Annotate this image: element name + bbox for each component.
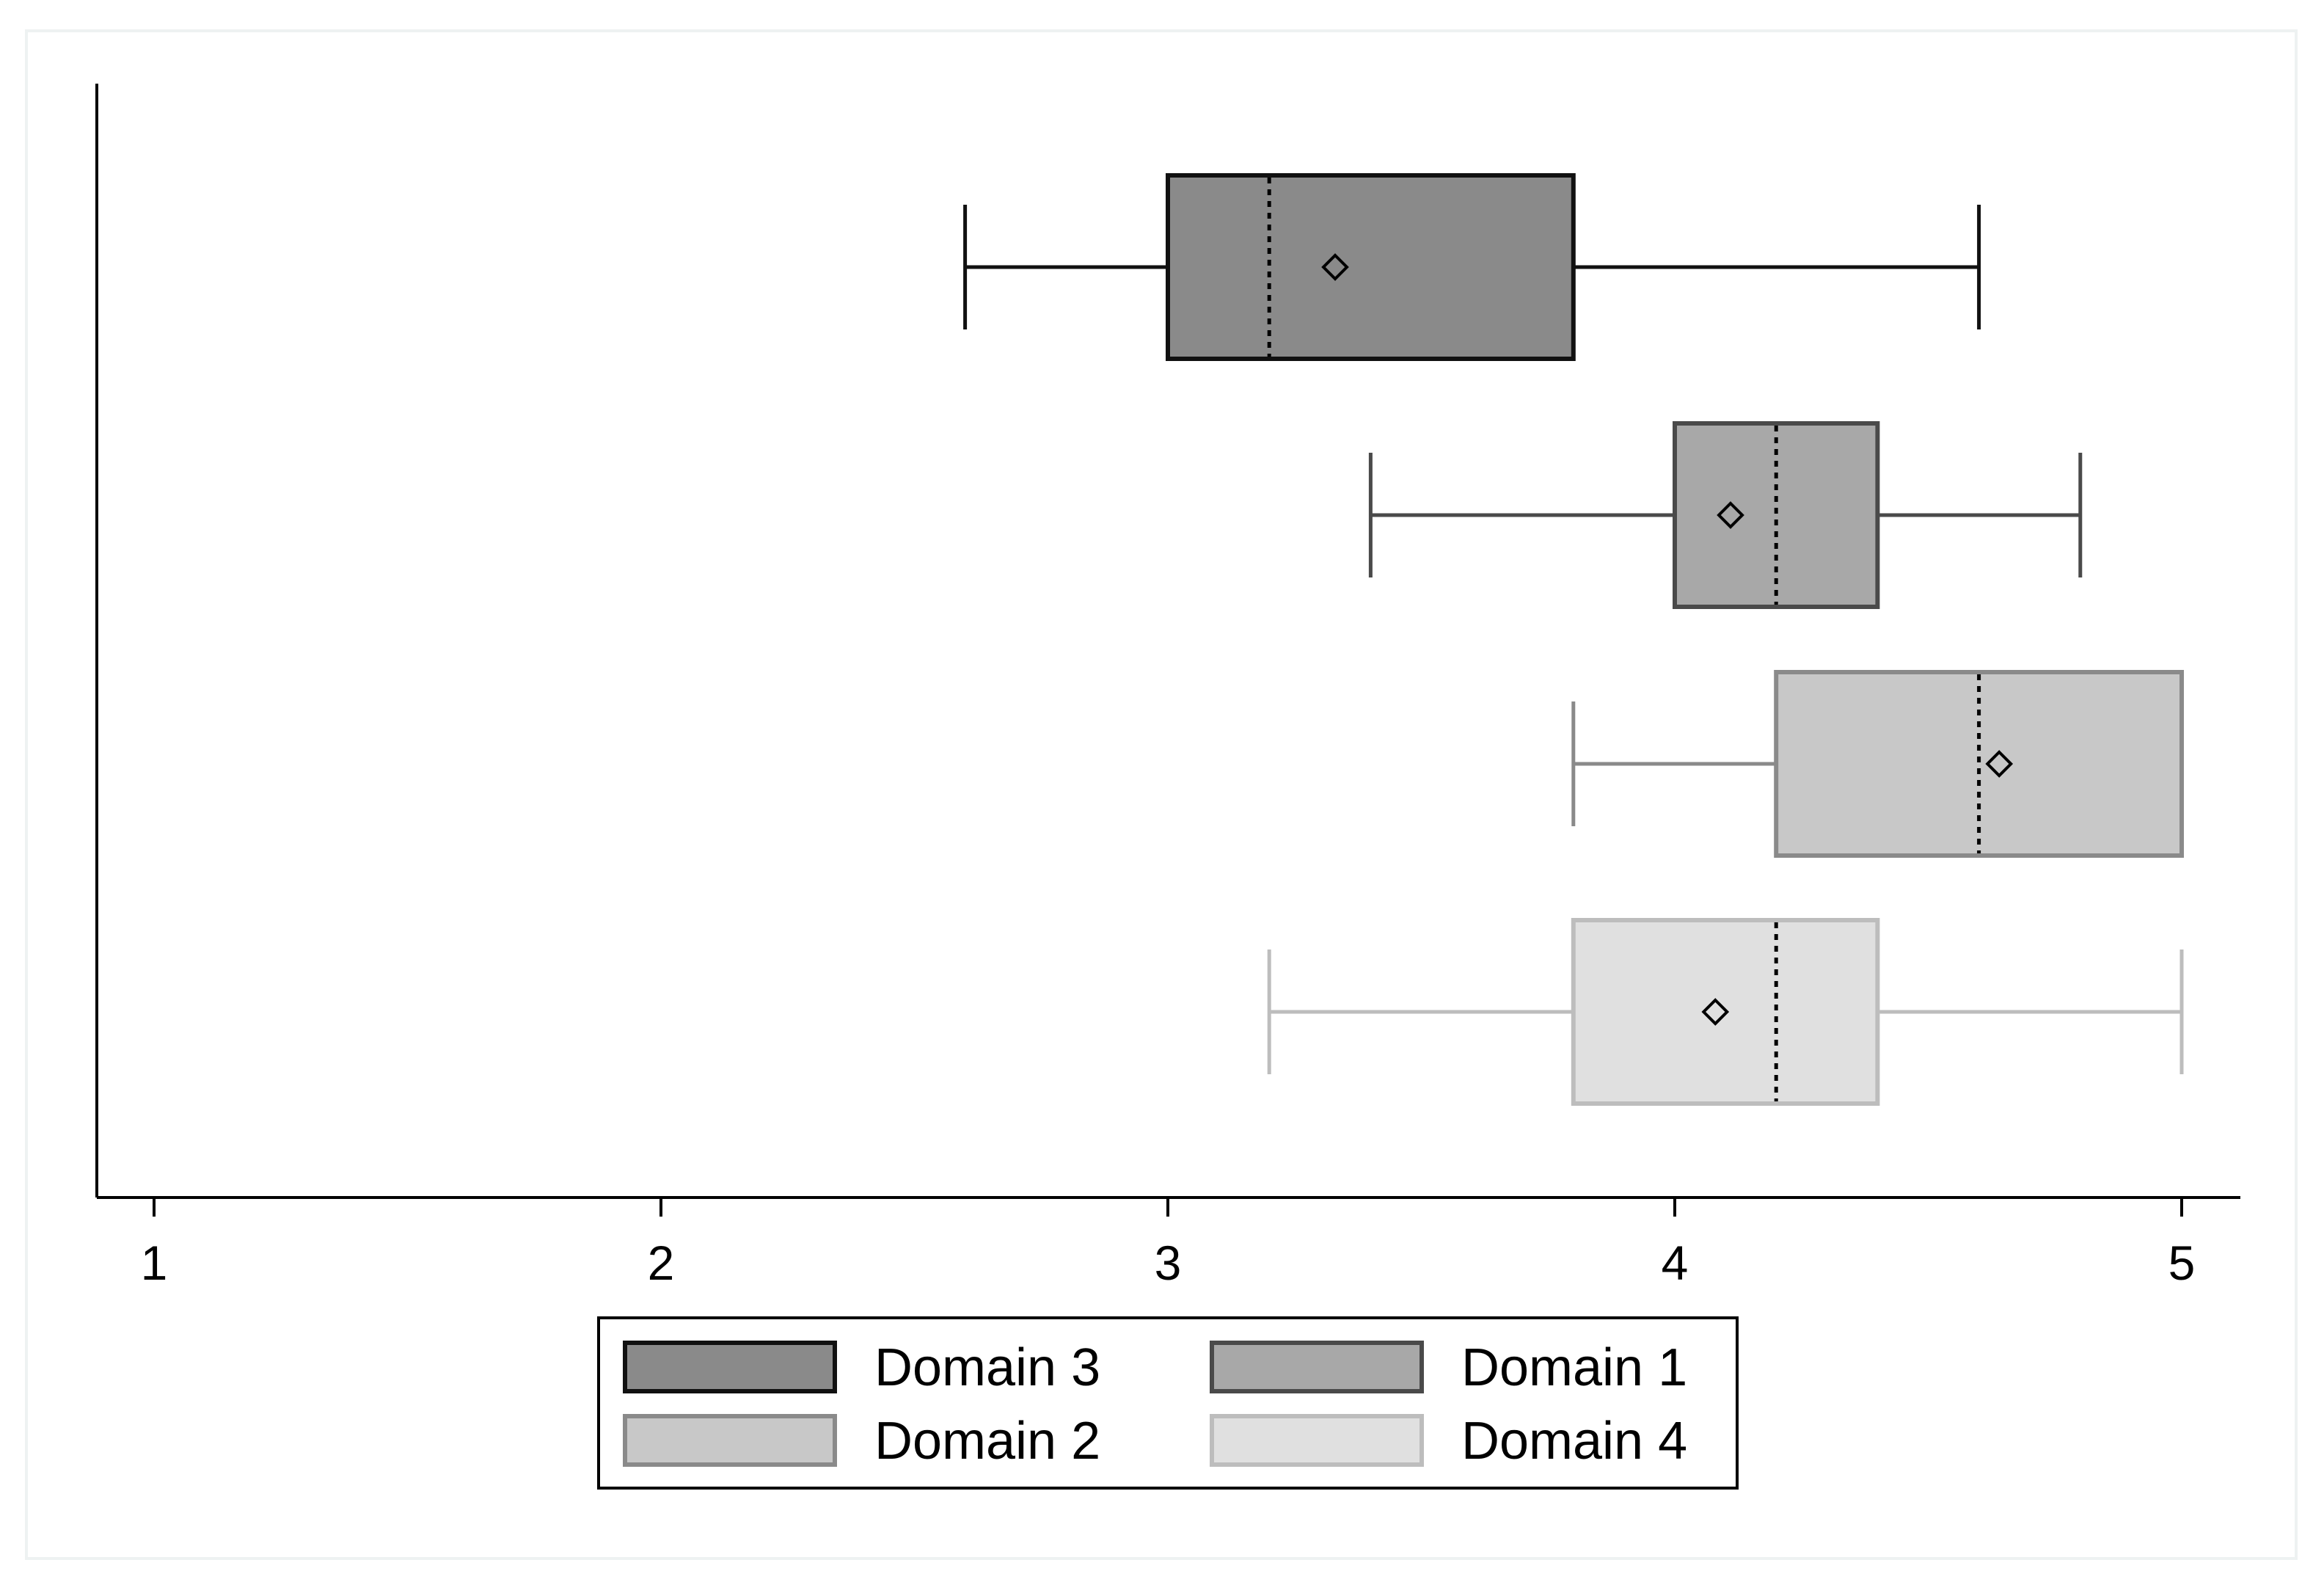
legend: Domain 3 Domain 1 Domain 2 Domain 4 [597,1316,1739,1490]
mean-marker [1717,501,1744,529]
x-tick-label: 2 [648,1236,675,1290]
x-tick-label: 1 [141,1236,168,1290]
box-series [1368,421,2083,609]
box-series [963,173,1981,361]
mean-marker [1985,750,2014,778]
plot-area [963,173,2184,1106]
x-axis: 1 2 3 4 5 [95,84,2240,1290]
iqr-box [1166,173,1576,361]
legend-label: Domain 2 [874,1412,1100,1470]
box-series [1571,670,2184,858]
legend-label: Domain 4 [1461,1412,1687,1470]
legend-swatch [1210,1341,1424,1393]
x-tick-label: 4 [1662,1236,1689,1290]
mean-marker [1701,998,1730,1026]
legend-swatch [623,1341,837,1393]
legend-label: Domain 1 [1461,1338,1687,1397]
legend-label: Domain 3 [874,1338,1100,1397]
box-series [1267,918,2184,1106]
mean-marker [1321,253,1349,281]
legend-swatch [623,1414,837,1467]
legend-swatch [1210,1414,1424,1467]
x-tick-label: 3 [1155,1236,1182,1290]
x-tick-label: 5 [2168,1236,2196,1290]
